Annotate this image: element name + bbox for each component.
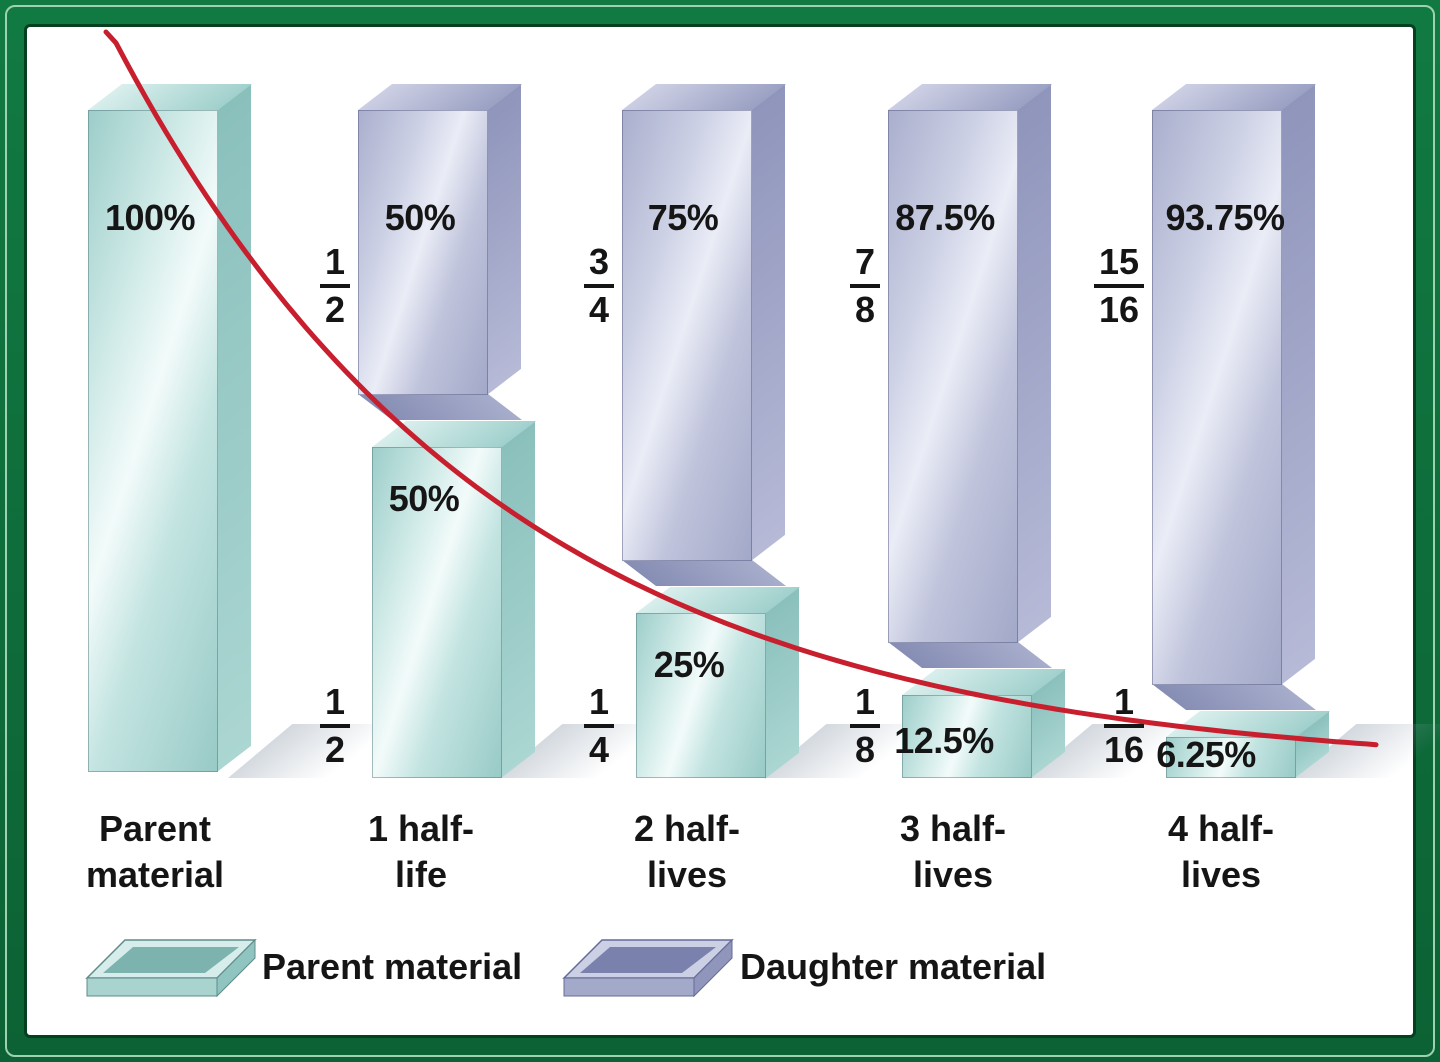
legend-label-parent: Parent material	[262, 946, 523, 987]
daughter-bar-side-face	[1017, 83, 1051, 644]
percent-label-parent-1: 50%	[388, 478, 460, 519]
percent-label-daughter-1: 50%	[384, 197, 456, 238]
daughter-bar-front-face	[888, 110, 1018, 644]
fraction-denominator: 8	[854, 728, 875, 770]
percent-label-daughter-3: 87.5%	[895, 197, 995, 238]
fraction-denominator: 4	[588, 288, 609, 330]
percent-label-parent-3: 12.5%	[894, 720, 994, 761]
daughter-bar-front-face	[358, 110, 488, 395]
fraction-daughter-2: 3 4	[583, 243, 614, 330]
fraction-parent-2: 1 4	[583, 683, 614, 770]
fraction-numerator: 1	[849, 683, 880, 728]
daughter-bar-side-face	[487, 83, 521, 396]
parent-bar-side-face	[501, 420, 535, 778]
daughter-bar-front-face	[622, 110, 752, 561]
category-label-4: 4 half- lives	[1167, 808, 1275, 896]
fraction-numerator: 15	[1093, 243, 1144, 288]
fraction-numerator: 1	[319, 683, 350, 728]
category-label-1: 1 half- life	[367, 808, 475, 896]
fraction-numerator: 1	[1103, 683, 1144, 728]
legend-swatch-parent	[85, 932, 257, 1006]
fraction-numerator: 7	[849, 243, 880, 288]
legend-label-daughter: Daughter material	[740, 946, 1047, 987]
percent-label-parent-0: 100%	[104, 197, 196, 238]
legend-swatch-graphic	[562, 938, 734, 998]
frame-highlight-line	[5, 5, 1435, 1057]
fraction-parent-4: 1 16	[1103, 683, 1144, 770]
fraction-denominator: 8	[854, 288, 875, 330]
fraction-numerator: 3	[583, 243, 614, 288]
category-label-0: Parent material	[85, 808, 225, 896]
fraction-parent-3: 1 8	[849, 683, 880, 770]
percent-label-daughter-2: 75%	[647, 197, 719, 238]
daughter-bar-bottom-face	[358, 394, 523, 420]
daughter-bar-bottom-face	[622, 559, 787, 586]
percent-label-parent-2: 25%	[653, 644, 725, 685]
percent-label-daughter-4: 93.75%	[1165, 197, 1285, 238]
daughter-bar-side-face	[1281, 83, 1315, 685]
fraction-denominator: 16	[1103, 728, 1144, 770]
percent-label-parent-4: 6.25%	[1156, 734, 1256, 775]
fraction-numerator: 1	[319, 243, 350, 288]
fraction-denominator: 4	[588, 728, 609, 770]
parent-bar-front-face	[636, 612, 766, 778]
legend-swatch-daughter	[562, 932, 734, 1006]
fraction-parent-1: 1 2	[319, 683, 350, 770]
fraction-daughter-3: 7 8	[849, 243, 880, 330]
fraction-daughter-4: 15 16	[1093, 243, 1144, 330]
daughter-bar-bottom-face	[888, 642, 1053, 669]
fraction-denominator: 2	[324, 728, 345, 770]
daughter-bar-bottom-face	[1152, 683, 1317, 710]
legend-swatch-graphic	[85, 938, 257, 998]
parent-bar-side-face	[765, 586, 799, 778]
category-label-2: 2 half- lives	[633, 808, 741, 896]
daughter-bar-side-face	[751, 83, 785, 561]
parent-bar-side-face	[217, 83, 251, 773]
fraction-numerator: 1	[583, 683, 614, 728]
fraction-daughter-1: 1 2	[319, 243, 350, 330]
category-label-3: 3 half- lives	[899, 808, 1007, 896]
fraction-denominator: 2	[324, 288, 345, 330]
fraction-denominator: 16	[1098, 288, 1139, 330]
